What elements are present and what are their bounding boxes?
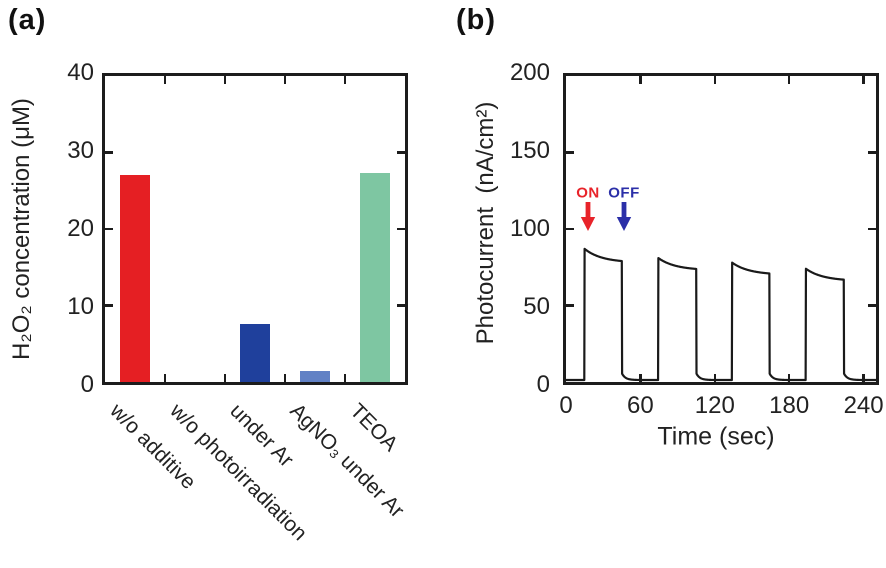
y-axis-tick <box>868 151 876 154</box>
x-tick-label: 180 <box>769 392 810 419</box>
x-axis-tick <box>223 374 227 382</box>
photocurrent-trace <box>566 247 876 382</box>
y-axis-tick <box>566 151 574 154</box>
y-tick-label: 20 <box>67 215 94 242</box>
panel-a-plot-box <box>102 73 408 385</box>
x-category-label: TEOA <box>345 399 403 456</box>
x-axis-tick <box>343 374 347 382</box>
y-axis-tick <box>105 227 113 231</box>
x-axis-tick <box>787 374 791 382</box>
panel-b-x-axis-label: Time (sec) <box>657 422 775 451</box>
bar-1 <box>120 175 150 382</box>
x-axis-tick <box>713 374 716 382</box>
y-tick-label: 100 <box>509 215 550 242</box>
x-axis-tick <box>713 76 716 84</box>
y-tick-label: 0 <box>536 371 550 398</box>
y-tick-label: 10 <box>67 293 94 320</box>
y-axis-tick <box>397 227 405 231</box>
x-tick-label: 60 <box>627 392 654 419</box>
panel-b-plot-box <box>563 73 879 385</box>
y-axis-tick <box>566 227 574 231</box>
y-axis-tick <box>105 151 113 154</box>
y-axis-tick <box>566 304 574 307</box>
x-axis-tick <box>639 374 642 382</box>
panel-a-title: (a) <box>8 4 47 36</box>
bar-3 <box>240 323 270 382</box>
x-axis-tick <box>862 374 865 382</box>
bar-4 <box>300 371 330 382</box>
y-tick-label: 150 <box>509 137 550 164</box>
light-off-arrow-icon <box>616 202 632 231</box>
y-axis-tick <box>397 304 405 307</box>
x-axis-tick <box>283 76 287 84</box>
light-on-label: ON <box>576 184 600 202</box>
y-axis-tick <box>397 151 405 154</box>
y-tick-label: 40 <box>67 59 94 86</box>
y-axis-tick <box>105 304 113 307</box>
y-tick-label: 0 <box>80 371 94 398</box>
x-tick-label: 0 <box>559 392 573 419</box>
bar-5 <box>360 173 390 382</box>
x-axis-tick <box>283 374 287 382</box>
x-axis-tick <box>163 374 167 382</box>
light-off-label: OFF <box>608 184 640 202</box>
y-axis-tick <box>868 227 876 231</box>
photocurrent-curve <box>566 247 876 382</box>
x-axis-tick <box>343 76 347 84</box>
y-tick-label: 200 <box>509 59 550 86</box>
x-axis-tick <box>163 76 167 84</box>
x-axis-tick <box>862 76 865 84</box>
x-axis-tick <box>223 76 227 84</box>
x-tick-label: 240 <box>843 392 884 419</box>
y-tick-label: 50 <box>523 293 550 320</box>
x-category-label: AgNO₃ under Ar <box>285 399 409 523</box>
light-on-arrow-icon <box>580 202 596 231</box>
y-axis-tick <box>868 304 876 307</box>
x-axis-tick <box>639 76 642 84</box>
panel-b-title: (b) <box>456 4 497 36</box>
x-axis-tick <box>787 76 791 84</box>
x-tick-label: 120 <box>694 392 735 419</box>
y-tick-label: 30 <box>67 137 94 164</box>
